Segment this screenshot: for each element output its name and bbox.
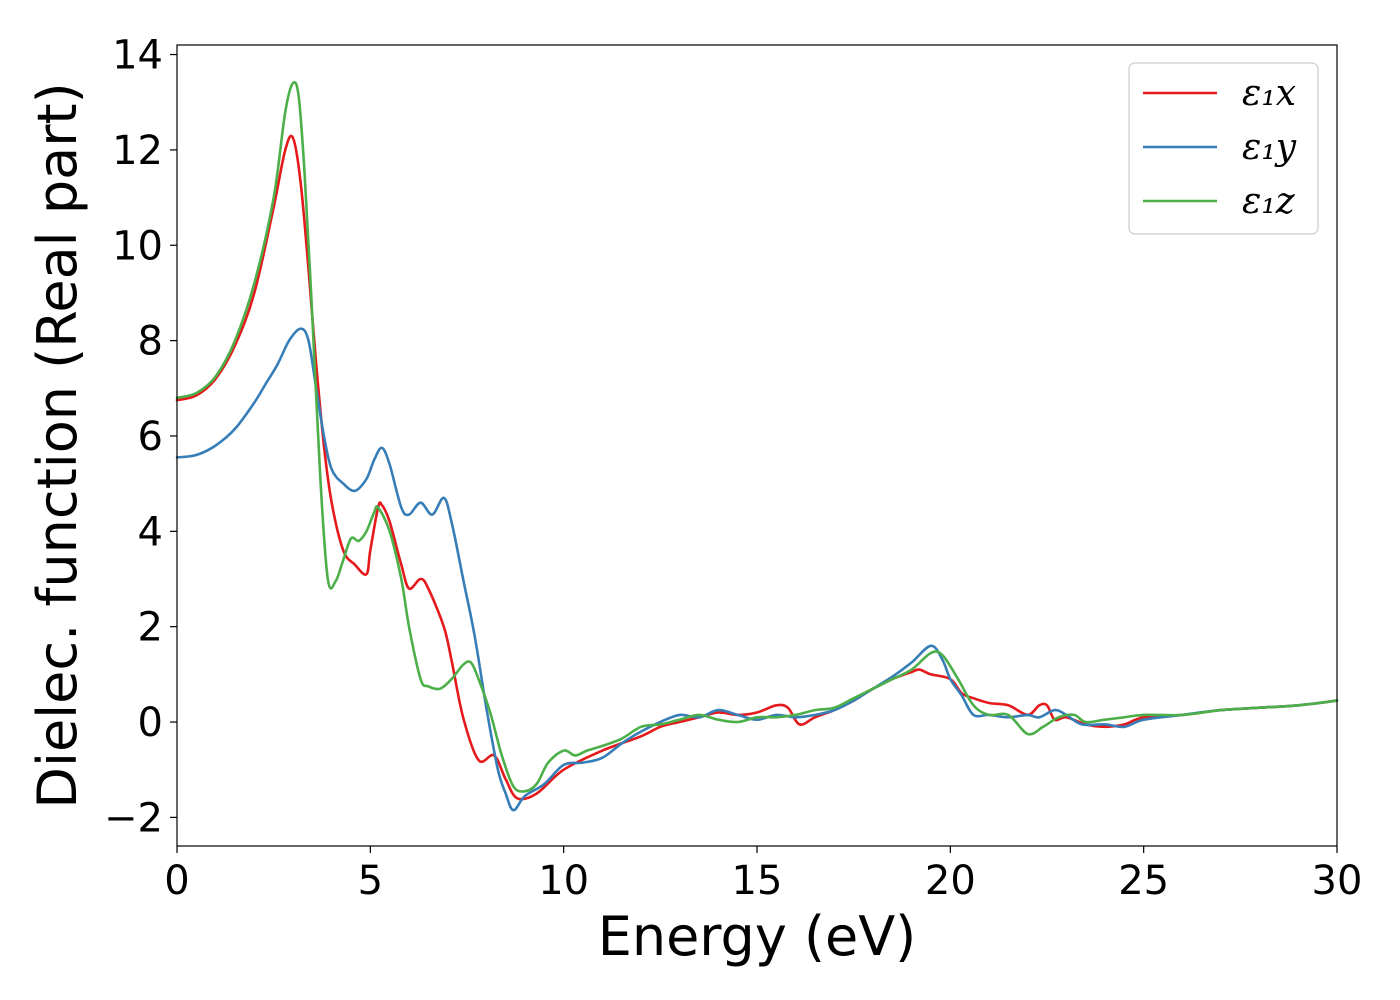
x-tick-label: 10 (538, 858, 589, 904)
x-tick-label: 15 (732, 858, 783, 904)
y-tick-label: 8 (138, 319, 163, 365)
y-tick-label: −2 (104, 795, 163, 841)
x-axis: 0 5 10 15 20 25 30 (164, 846, 1362, 904)
x-tick-label: 5 (358, 858, 383, 904)
y-tick-label: 10 (112, 223, 163, 269)
legend-label: ε₁y (1242, 127, 1297, 168)
x-tick-label: 0 (164, 858, 189, 904)
y-tick-label: 6 (138, 414, 163, 460)
series-layer (175, 80, 1339, 812)
legend-label: ε₁x (1242, 73, 1296, 114)
y-tick-label: 0 (138, 700, 163, 746)
series-line-1 (175, 134, 1339, 801)
x-tick-label: 20 (925, 858, 976, 904)
y-tick-label: 14 (112, 33, 163, 79)
series-line-2 (175, 327, 1339, 812)
y-axis: −2 0 2 4 6 8 10 12 14 (104, 33, 177, 841)
y-axis-title: Dielec. function (Real part) (26, 82, 89, 808)
series-line-3 (175, 80, 1339, 793)
x-tick-label: 25 (1118, 858, 1169, 904)
y-tick-label: 4 (138, 509, 163, 555)
x-tick-label: 30 (1312, 858, 1363, 904)
legend-box (1128, 62, 1319, 235)
legend: ε₁x ε₁y ε₁z (1128, 62, 1319, 235)
y-tick-label: 12 (112, 128, 163, 174)
legend-label: ε₁z (1242, 181, 1296, 222)
y-tick-label: 2 (138, 605, 163, 651)
x-axis-title: Energy (eV) (598, 905, 917, 968)
